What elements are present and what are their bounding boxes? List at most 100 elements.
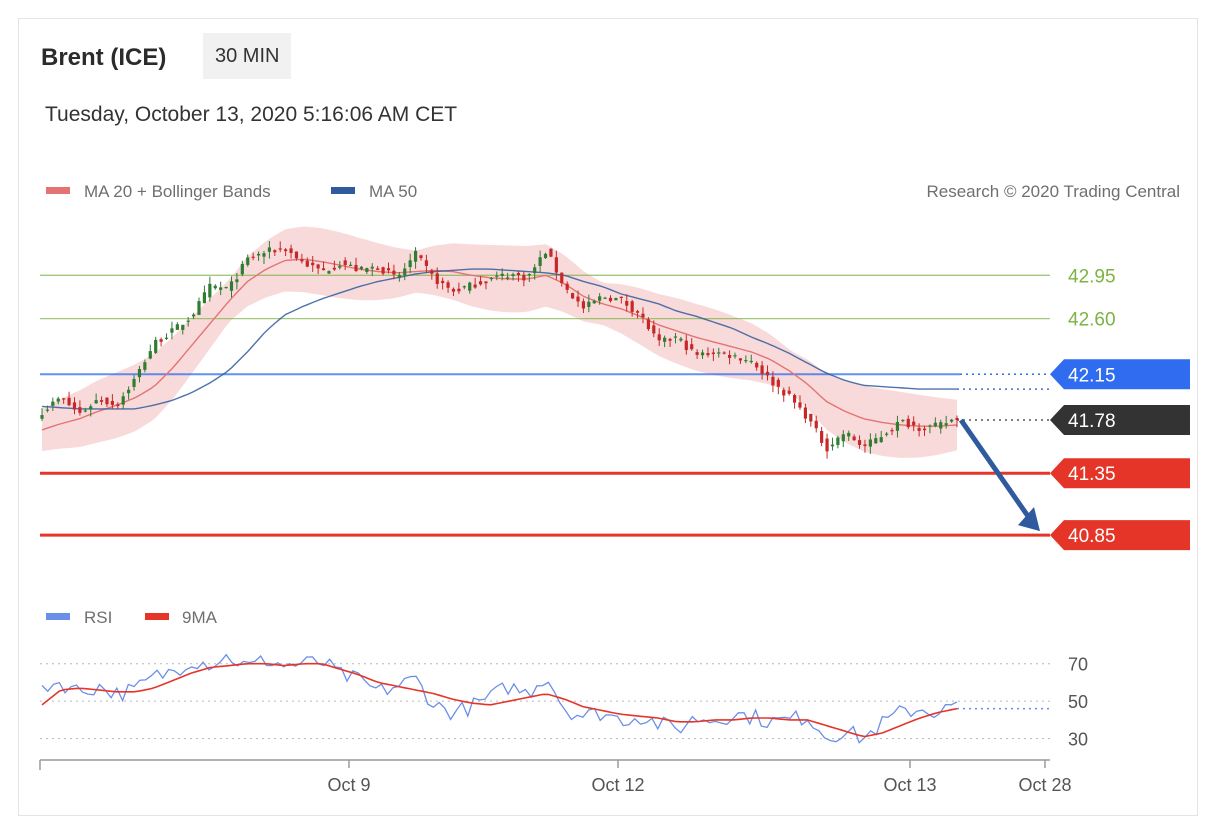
candle-body xyxy=(527,274,531,276)
candle-body xyxy=(359,266,364,269)
candle-body xyxy=(516,272,521,276)
candle-body xyxy=(83,410,87,412)
candle-body xyxy=(700,352,705,356)
candle-body xyxy=(451,288,456,292)
ma20-legend-swatch xyxy=(46,187,70,194)
candle-body xyxy=(944,423,948,426)
candle-body xyxy=(857,440,862,445)
candle-body xyxy=(132,378,136,387)
candle-body xyxy=(262,253,266,257)
candle-body xyxy=(646,319,650,330)
candle-body xyxy=(446,282,450,288)
rsi-legend-label: RSI xyxy=(84,608,112,627)
candle-body xyxy=(722,352,726,354)
candle-body xyxy=(598,296,602,301)
candle-body xyxy=(803,407,808,419)
candle-body xyxy=(533,267,537,274)
candle-body xyxy=(560,272,564,284)
candle-body xyxy=(186,320,190,322)
candle-body xyxy=(349,264,353,266)
candle-body xyxy=(381,267,385,274)
candle-body xyxy=(321,268,326,271)
level-tag-42-15 xyxy=(1050,359,1190,390)
candle-body xyxy=(663,337,667,342)
candle-body xyxy=(652,325,656,334)
candle-body xyxy=(408,260,412,268)
candle-body xyxy=(89,406,93,410)
candle-body xyxy=(738,358,743,361)
candle-body xyxy=(462,286,466,288)
candle-body xyxy=(592,300,596,304)
candle-body xyxy=(690,344,694,350)
candle-body xyxy=(338,266,342,268)
candle-body xyxy=(45,409,50,411)
candle-body xyxy=(706,353,710,356)
candle-body xyxy=(635,311,640,313)
candle-body xyxy=(148,351,152,359)
candle-body xyxy=(273,250,277,253)
candle-body xyxy=(755,362,759,368)
candle-body xyxy=(175,324,179,330)
candle-body xyxy=(197,301,201,315)
candle-body xyxy=(890,430,894,432)
candle-body xyxy=(143,362,147,370)
candle-body xyxy=(316,264,320,269)
candle-body xyxy=(94,400,98,404)
candle-body xyxy=(744,360,748,362)
candle-body xyxy=(251,256,255,258)
candle-body xyxy=(933,422,937,427)
chart-card: Brent (ICE) 30 MIN Tuesday, October 13, … xyxy=(18,18,1198,816)
candle-body xyxy=(164,337,169,339)
candles xyxy=(40,240,959,459)
level-tag-label-41-35: 41.35 xyxy=(1068,464,1116,485)
candle-body xyxy=(235,279,239,283)
candle-body xyxy=(549,248,553,257)
candle-body xyxy=(327,271,331,274)
candle-body xyxy=(928,425,932,427)
candle-body xyxy=(191,314,196,317)
candle-body xyxy=(386,268,391,271)
candle-body xyxy=(208,283,212,298)
candle-body xyxy=(181,324,185,330)
timeframe-button[interactable]: 30 MIN xyxy=(203,33,292,79)
candle-body xyxy=(137,368,142,378)
chart-datetime: Tuesday, October 13, 2020 5:16:06 AM CET xyxy=(45,103,458,126)
candle-body xyxy=(717,352,721,354)
candle-body xyxy=(202,292,207,304)
rsi-ma-legend-swatch xyxy=(145,613,169,620)
x-tick-label: Oct 13 xyxy=(883,775,936,795)
candle-body xyxy=(121,396,125,405)
candle-body xyxy=(668,338,672,341)
candle-body xyxy=(798,402,802,408)
candle-body xyxy=(392,270,396,275)
candle-body xyxy=(473,284,477,288)
ma20-legend-label: MA 20 + Bollinger Bands xyxy=(84,182,271,201)
forecast-arrow-shaft xyxy=(958,418,1033,521)
candle-body xyxy=(354,264,358,271)
candle-body xyxy=(397,275,401,279)
candle-body xyxy=(294,251,299,259)
candle-body xyxy=(614,298,618,301)
candle-body xyxy=(424,260,429,266)
candle-body xyxy=(343,260,347,266)
candle-body xyxy=(679,338,683,341)
candle-body xyxy=(885,433,889,435)
candle-body xyxy=(917,427,921,431)
candle-body xyxy=(403,268,407,276)
candle-body xyxy=(836,437,840,446)
candle-body xyxy=(116,404,120,407)
candle-body xyxy=(695,352,699,355)
bollinger-band xyxy=(42,226,957,458)
candle-body xyxy=(733,355,737,357)
candle-body xyxy=(792,395,797,403)
candle-body xyxy=(852,436,856,441)
candle-body xyxy=(305,260,309,267)
candle-body xyxy=(543,253,548,259)
ma50-legend-label: MA 50 xyxy=(369,182,417,201)
candle-body xyxy=(912,421,916,426)
forecast-arrow-head xyxy=(1018,507,1040,532)
candle-body xyxy=(608,297,613,302)
candle-body xyxy=(170,328,174,333)
candle-body xyxy=(657,334,661,341)
candle-body xyxy=(40,415,44,419)
